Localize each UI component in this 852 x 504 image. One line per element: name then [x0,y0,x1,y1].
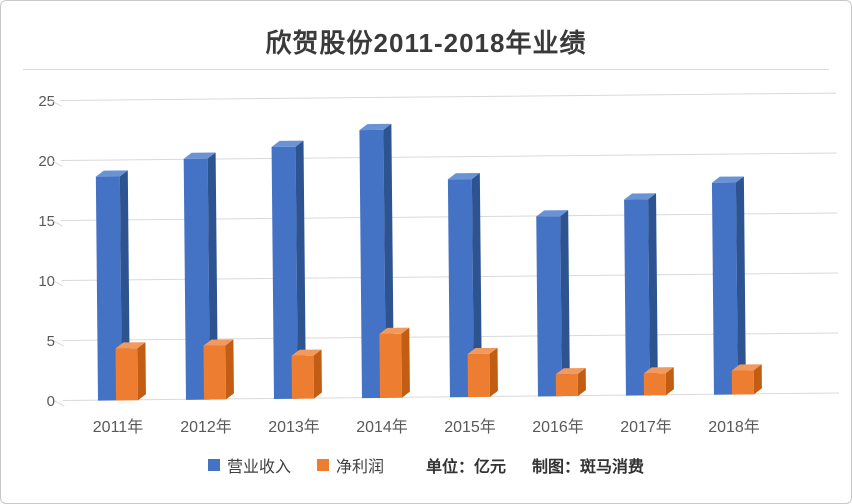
unit-label: 单位：亿元 [426,459,507,476]
bar-profit [555,368,586,397]
bar-revenue [624,193,658,396]
x-category-label: 2011年 [92,419,144,436]
bar-revenue [536,210,570,397]
legend-item-profit: 净利润 [316,453,384,477]
bar-side-face [401,328,410,398]
x-category-label: 2015年 [444,419,496,436]
bar-group [599,95,690,396]
y-tick-label: 20 [38,153,55,170]
y-axis-labels: 0 5 10 15 20 25 [19,93,55,410]
credit-label: 制图：斑马消费 [532,459,645,476]
legend-swatch-profit [316,459,329,471]
bar-profit [467,347,498,398]
plot-area [60,92,839,401]
x-category-label: 2014年 [356,419,408,436]
x-category-label: 2013年 [268,419,320,436]
bar-group [247,98,338,399]
legend-swatch-revenue [207,459,220,471]
bar-profit [731,364,762,395]
bar-profit [291,349,322,399]
y-tick-label: 25 [38,93,55,110]
bar-side-face [665,367,674,396]
bar-side-face [313,349,322,399]
legend-item-revenue: 营业收入 [207,453,291,477]
bar-profit [203,339,234,400]
bar-profit [643,367,674,396]
chart-title: 欣贺股份2011-2018年业绩 [265,28,587,58]
y-tick-label: 10 [38,273,55,290]
y-tick-label: 15 [38,213,55,230]
legend: 营业收入 净利润 单位：亿元 制图：斑马消费 [1,453,851,477]
bar-group [71,100,162,401]
bar-side-face [648,193,658,396]
bar-group [159,99,250,400]
bars-layer [71,94,778,401]
bar-group [423,97,514,398]
bar-side-face [489,347,498,397]
x-category-label: 2017年 [620,419,672,436]
x-category-label: 2018年 [708,419,760,436]
bar-group [335,98,426,399]
x-category-label: 2012年 [180,419,232,436]
bar-side-face [137,342,146,401]
legend-label-profit: 净利润 [335,459,384,476]
bar-profit [379,328,410,398]
bar-side-face [735,176,746,395]
y-tick-label: 5 [46,333,55,350]
x-category-label: 2016年 [532,419,584,436]
plot-tilt-layer [60,92,839,401]
bar-side-face [577,368,586,397]
x-axis-labels: 2011年 2012年 2013年 2014年 2015年 2016年 2017年 2018年 [74,413,778,437]
y-tick-label: 0 [46,393,55,410]
bar-revenue [711,176,746,395]
bar-group [687,94,778,395]
bar-side-face [225,339,234,400]
bar-group [511,96,602,397]
legend-label-revenue: 营业收入 [226,459,291,476]
title-divider [23,69,829,70]
bar-profit [115,342,146,401]
bar-side-face [753,364,762,395]
